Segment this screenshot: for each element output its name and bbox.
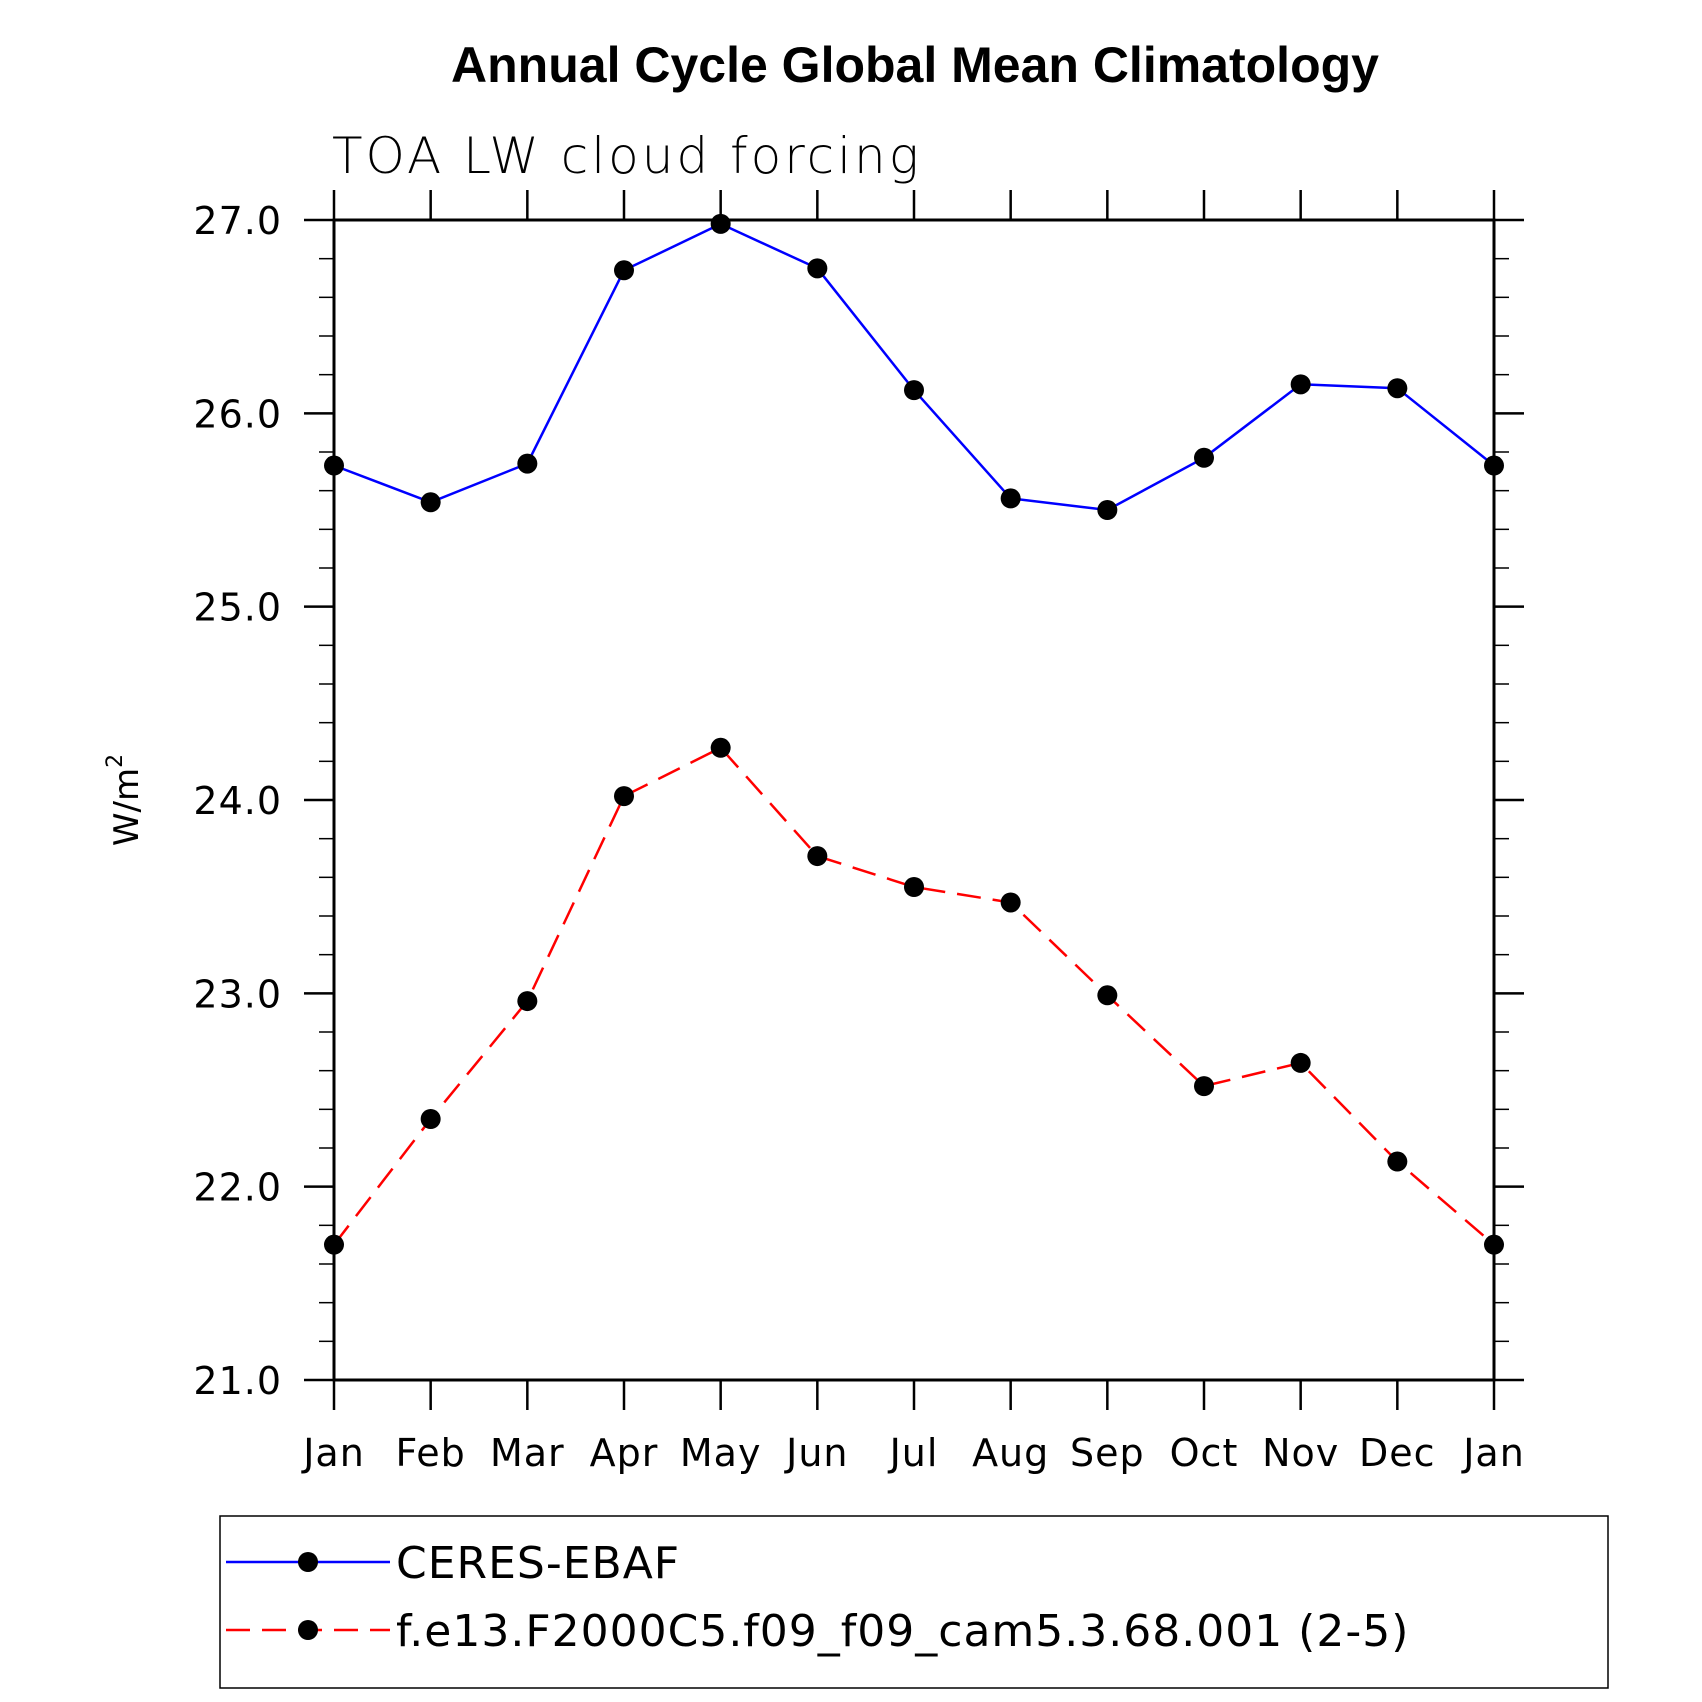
data-point-series-0: [807, 258, 828, 279]
y-tick-label: 24.0: [193, 779, 282, 823]
data-point-series-1: [1194, 1076, 1214, 1097]
data-point-series-1: [710, 737, 731, 758]
legend-label-1: f.e13.F2000C5.f09_f09_cam5.3.68.001 (2-5…: [396, 1606, 1409, 1657]
y-tick-label: 27.0: [193, 199, 282, 243]
x-tick-label: May: [680, 1431, 762, 1475]
chart-subtitle: TOA LW cloud forcing: [332, 127, 922, 185]
data-point-series-1: [1387, 1151, 1408, 1172]
legend-box: [219, 1515, 1609, 1689]
data-point-series-1: [324, 1234, 344, 1255]
data-point-series-1: [1484, 1234, 1504, 1255]
legend: CERES-EBAF f.e13.F2000C5.f09_f09_cam5.3.6…: [219, 1515, 1609, 1689]
x-tick-label: Jul: [888, 1431, 939, 1475]
data-point-series-1: [420, 1109, 441, 1129]
data-point-series-0: [324, 455, 344, 476]
x-tick-label: Jan: [301, 1431, 365, 1475]
y-tick-label: 26.0: [193, 392, 282, 436]
data-point-series-0: [1290, 374, 1311, 395]
data-point-series-0: [1000, 488, 1021, 509]
x-tick-label: Jun: [784, 1431, 848, 1475]
data-point-series-1: [1000, 892, 1021, 913]
legend-swatch-marker-1: [298, 1620, 318, 1640]
data-point-series-0: [420, 492, 441, 513]
x-tick-label: Nov: [1262, 1431, 1339, 1475]
data-point-series-0: [1387, 378, 1408, 399]
data-point-series-0: [517, 453, 538, 474]
x-tick-label: Jan: [1461, 1431, 1525, 1475]
y-tick-label: 21.0: [193, 1359, 282, 1403]
legend-entries: CERES-EBAF f.e13.F2000C5.f09_f09_cam5.3.6…: [226, 1538, 1409, 1657]
x-tick-label: Dec: [1359, 1431, 1436, 1475]
x-tick-label: Mar: [490, 1431, 565, 1475]
data-point-series-0: [710, 213, 731, 234]
y-tick-label: 22.0: [193, 1166, 282, 1210]
data-point-series-1: [904, 877, 924, 897]
x-tick-label: Aug: [972, 1431, 1049, 1475]
data-point-series-1: [1290, 1052, 1311, 1073]
y-axis-label: W/m2: [103, 754, 147, 846]
data-point-series-0: [1194, 447, 1214, 468]
x-axis-ticks: Jan Feb Mar Apr May Jun Jul Aug Sep Oct Nov Dec Jan: [301, 190, 1525, 1475]
data-point-series-0: [614, 260, 634, 281]
data-point-series-1: [1097, 985, 1118, 1006]
y-axis-label-superscript: 2: [103, 754, 128, 768]
y-tick-label: 23.0: [193, 972, 282, 1016]
data-point-series-0: [1097, 500, 1118, 520]
x-tick-label: Apr: [590, 1431, 659, 1475]
data-point-series-1: [517, 991, 538, 1012]
legend-swatch-marker-0: [298, 1552, 318, 1572]
legend-label-0: CERES-EBAF: [396, 1538, 680, 1589]
series-markers: [324, 213, 1504, 1255]
data-point-series-0: [904, 380, 924, 401]
chart-title: Annual Cycle Global Mean Climatology: [451, 37, 1379, 93]
x-tick-label: Sep: [1070, 1431, 1145, 1475]
x-tick-label: Oct: [1170, 1431, 1239, 1475]
y-tick-label: 25.0: [193, 586, 282, 630]
series-line-0: [333, 222, 1495, 512]
data-point-series-0: [1484, 455, 1504, 476]
data-point-series-1: [614, 786, 634, 807]
series-line-1: [333, 746, 1495, 1246]
x-tick-label: Feb: [396, 1431, 466, 1475]
y-axis-ticks: 21.0 22.0 23.0 24.0 25.0 26.0 27.0: [193, 199, 1524, 1403]
series-lines: [333, 222, 1495, 1246]
data-point-series-1: [807, 846, 828, 867]
